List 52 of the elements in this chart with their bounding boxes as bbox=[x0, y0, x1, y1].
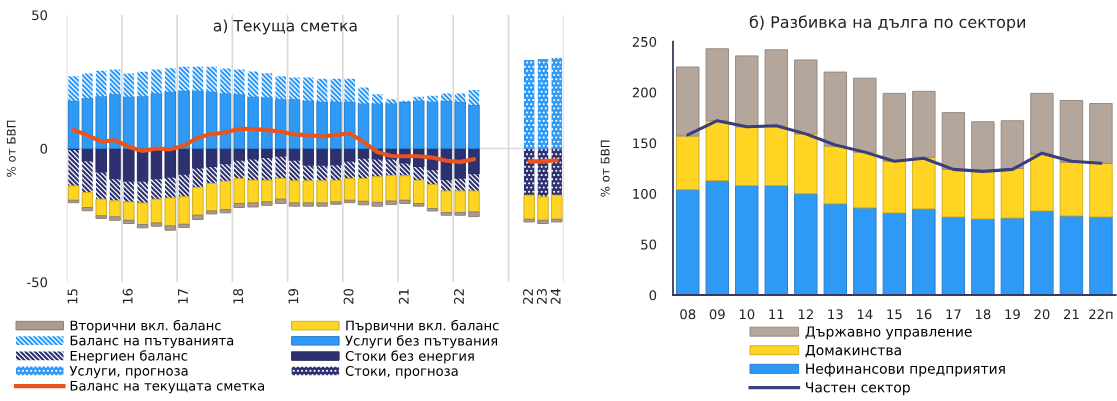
legend-label: Държавно управление bbox=[805, 326, 972, 340]
legend-label: Услуги, прогноза bbox=[69, 365, 188, 379]
y-tick-label: 50 bbox=[641, 239, 657, 250]
y-tick-label: 100 bbox=[633, 188, 657, 199]
x-tick-label: 19 bbox=[288, 288, 299, 304]
x-tick-label: 17 bbox=[946, 309, 961, 320]
chart-title: а) Текуща сметка bbox=[213, 19, 357, 35]
x-tick-label: 16 bbox=[122, 288, 133, 304]
x-tick-label: 22п bbox=[1089, 309, 1113, 320]
x-tick-label: 10 bbox=[739, 309, 755, 320]
legend-label: Първични вкл. баланс bbox=[346, 320, 499, 333]
legend-label: Домакинства bbox=[805, 345, 901, 358]
x-tick-label: 12 bbox=[798, 309, 813, 320]
y-tick-label: 250 bbox=[632, 36, 657, 47]
x-tick-label: 20 bbox=[343, 288, 354, 304]
x-tick-label: 20 bbox=[1034, 309, 1050, 320]
legend-label: Стоки без енергия bbox=[345, 350, 474, 364]
x-tick-label: 21 bbox=[398, 289, 409, 304]
y-axis-title: % от БВП bbox=[600, 140, 610, 197]
y-tick-label: 150 bbox=[633, 138, 657, 149]
x-tick-label: 11 bbox=[769, 309, 784, 320]
x-tick-label: 17 bbox=[178, 289, 188, 304]
y-tick-label: 0 bbox=[40, 143, 48, 154]
y-tick-label: 200 bbox=[632, 87, 657, 98]
x-tick-label: 22 bbox=[454, 289, 464, 304]
x-tick-label: 14 bbox=[857, 309, 873, 320]
legend-label: Частен сектор bbox=[806, 382, 910, 396]
x-tick-label: 18 bbox=[975, 309, 991, 320]
x-tick-label: 09 bbox=[709, 309, 725, 320]
legend-label: Услуги без пътувания bbox=[345, 335, 498, 349]
legend-label: Стоки, прогноза bbox=[345, 365, 458, 379]
x-tick-label: 08 bbox=[680, 309, 696, 320]
x-tick-label: 15 bbox=[67, 289, 78, 304]
x-tick-label: 24 bbox=[550, 288, 561, 304]
y-axis-title: % от БВП bbox=[6, 120, 16, 177]
x-tick-label: 23 bbox=[536, 289, 547, 304]
x-tick-label: 21 bbox=[1064, 309, 1079, 320]
legend-label: Баланс на пътуванията bbox=[70, 335, 234, 349]
x-tick-label: 16 bbox=[916, 309, 932, 320]
x-tick-label: 18 bbox=[233, 288, 244, 304]
legend-label: Баланс на текущата сметка bbox=[70, 380, 264, 394]
legend-label: Енергиен баланс bbox=[70, 350, 188, 364]
y-tick-label: -50 bbox=[27, 277, 48, 288]
x-tick-label: 13 bbox=[828, 309, 843, 320]
legend-label: Нефинансови предприятия bbox=[806, 363, 1005, 377]
x-tick-label: 22 bbox=[523, 289, 533, 304]
y-tick-label: 50 bbox=[32, 10, 48, 21]
y-tick-label: 0 bbox=[649, 290, 657, 301]
x-tick-label: 15 bbox=[887, 309, 902, 320]
legend-label: Вторични вкл. баланс bbox=[70, 320, 221, 333]
chart-title: б) Разбивка на дълга по сектори bbox=[749, 15, 1025, 32]
x-tick-label: 19 bbox=[1005, 309, 1020, 320]
